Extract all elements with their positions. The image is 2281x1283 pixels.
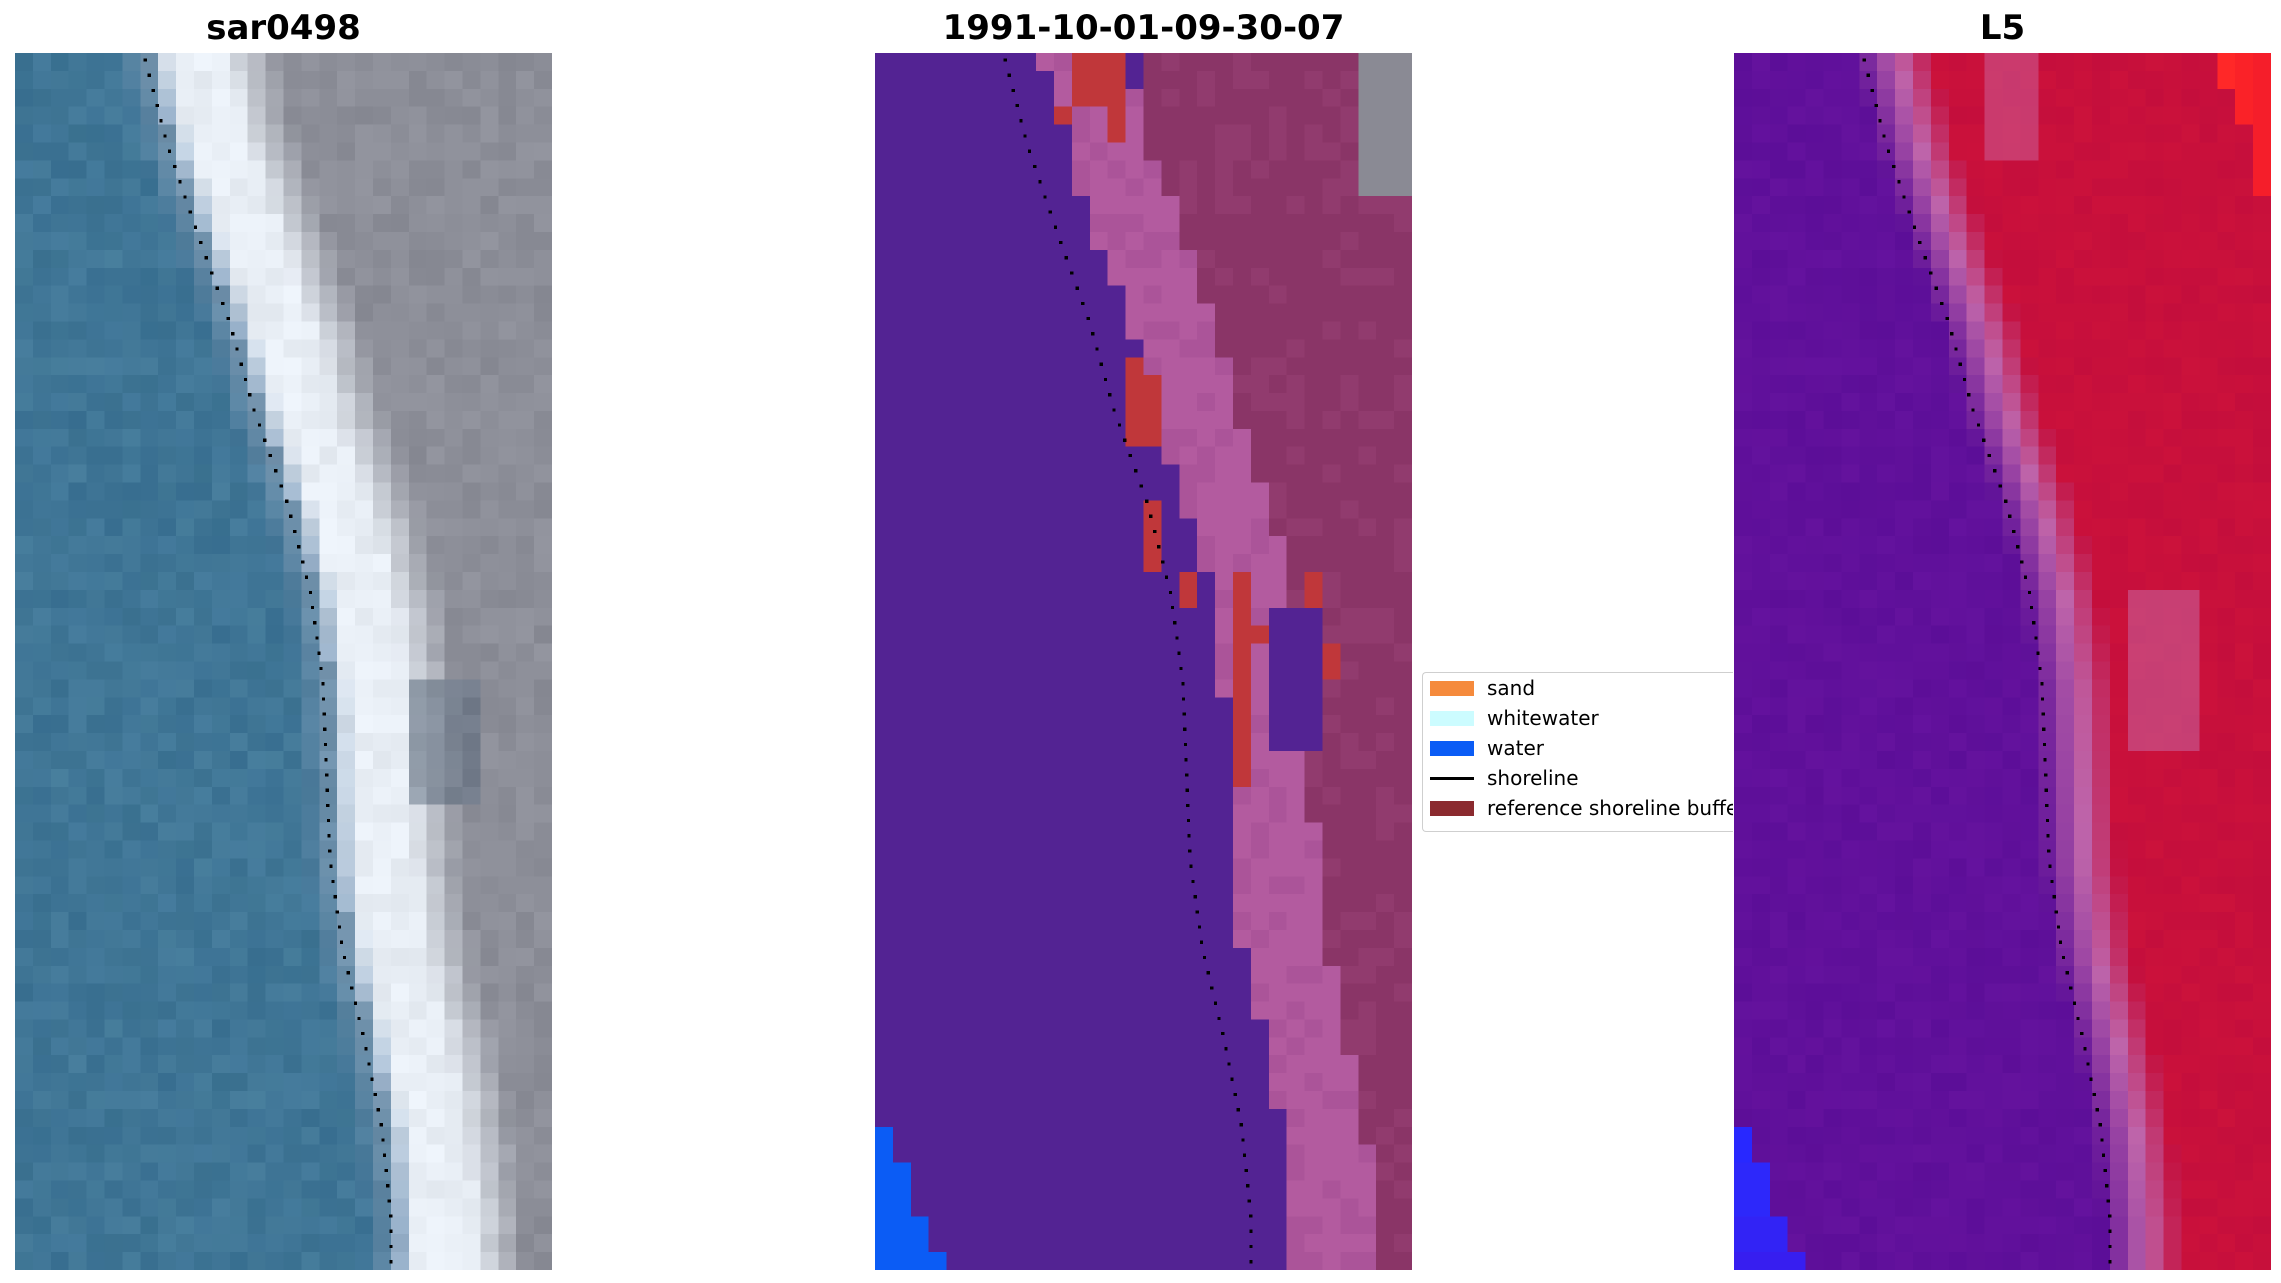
index-image-panel: [1734, 53, 2271, 1270]
classification-image-panel: [875, 53, 1412, 1270]
legend-item-reference-buffer: reference shoreline buffer: [1423, 795, 1733, 821]
legend-item-water: water: [1423, 735, 1733, 761]
whitewater-swatch: [1430, 711, 1474, 726]
legend-item-sand: sand: [1423, 675, 1733, 701]
legend-item-shoreline: shoreline: [1423, 765, 1733, 791]
rgb-image-panel: [15, 53, 552, 1270]
water-swatch: [1430, 741, 1474, 756]
shoreline-line-swatch: [1430, 777, 1474, 780]
legend-label-reference-buffer: reference shoreline buffer: [1487, 796, 1733, 820]
sand-swatch: [1430, 681, 1474, 696]
panel-title-classification: 1991-10-01-09-30-07: [942, 8, 1345, 48]
reference-buffer-swatch: [1430, 801, 1474, 816]
legend-item-whitewater: whitewater: [1423, 705, 1733, 731]
shoreline-dots: [1862, 58, 2112, 1264]
shoreline-dots: [1003, 58, 1253, 1264]
panel-title-rgb: sar0498: [206, 8, 361, 48]
legend-label-sand: sand: [1487, 676, 1536, 700]
legend-label-whitewater: whitewater: [1487, 706, 1599, 730]
shoreline-dots: [143, 58, 393, 1264]
legend: sand whitewater water shoreline referenc…: [1422, 672, 1733, 832]
legend-label-shoreline: shoreline: [1487, 766, 1579, 790]
legend-label-water: water: [1487, 736, 1544, 760]
panel-title-index: L5: [1979, 8, 2026, 48]
